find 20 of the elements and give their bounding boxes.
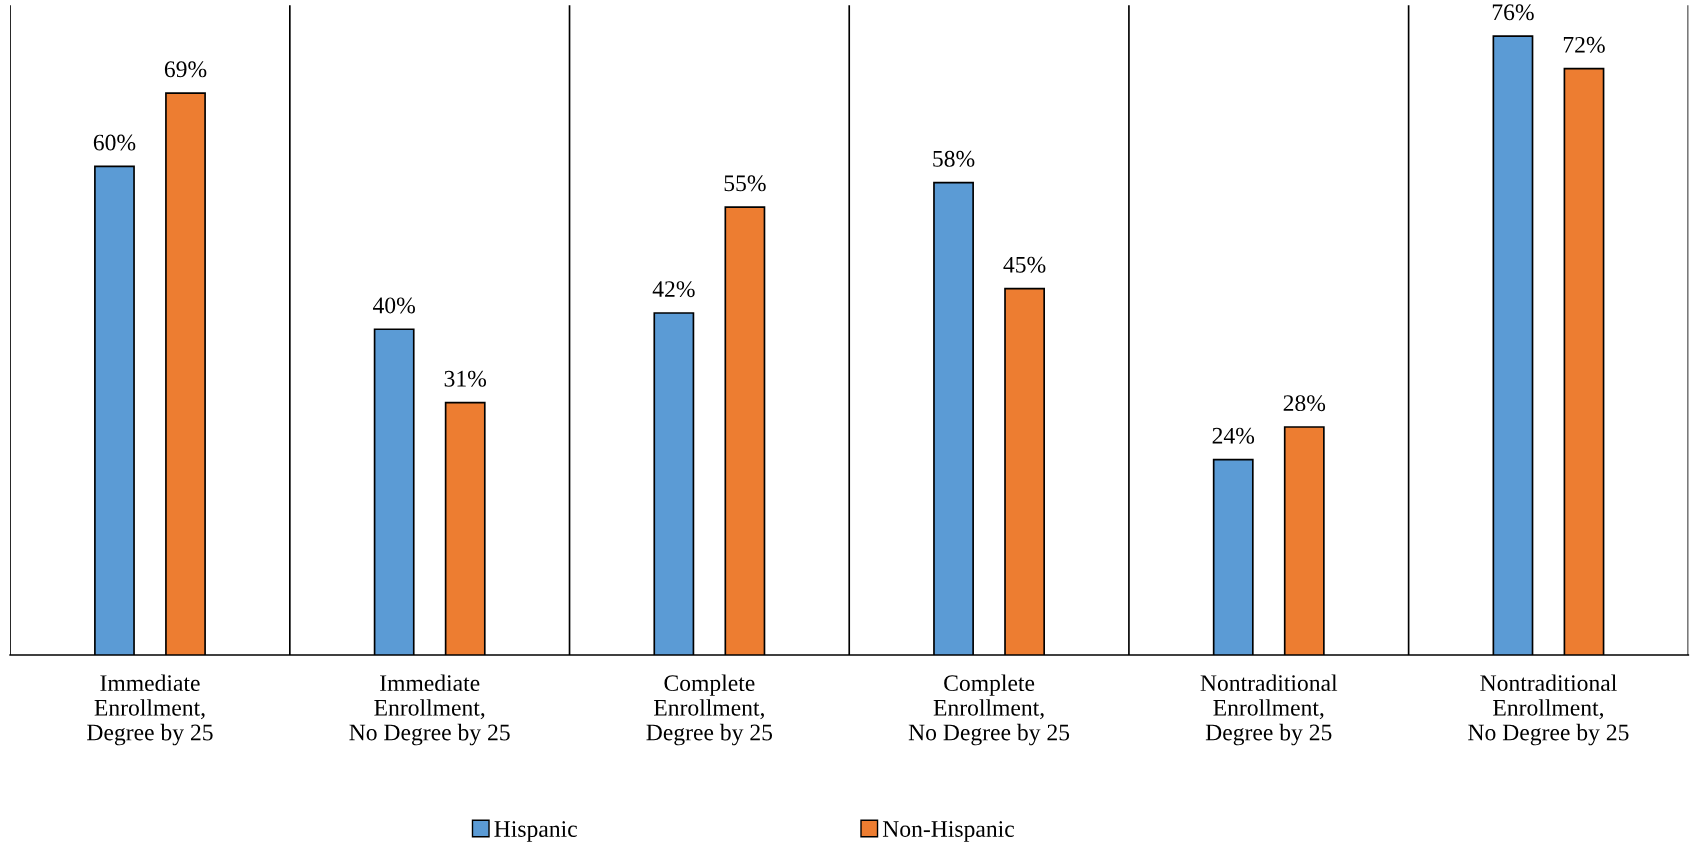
x-tick-label: Immediate Enrollment, No Degree by 25 (349, 674, 510, 746)
x-tick-label: Complete Enrollment, No Degree by 25 (908, 674, 1070, 746)
data-label: 40% (372, 297, 415, 314)
data-label: 24% (1212, 427, 1255, 444)
data-label: 28% (1283, 395, 1326, 412)
data-label: 31% (444, 370, 487, 387)
data-label: 42% (652, 281, 695, 298)
legend-label: Non-Hispanic (882, 821, 1014, 842)
x-tick-label: Nontraditional Enrollment, No Degree by 25 (1468, 674, 1629, 746)
x-tick-label: Immediate Enrollment, Degree by 25 (87, 674, 213, 746)
legend-label: Hispanic (494, 821, 577, 842)
data-label: 58% (933, 150, 975, 167)
data-label: 60% (93, 134, 136, 151)
data-label: 72% (1563, 36, 1605, 53)
data-label: 55% (724, 175, 766, 192)
data-label: 45% (1003, 256, 1046, 273)
data-label: 69% (164, 61, 207, 78)
x-tick-label: Complete Enrollment, Degree by 25 (646, 674, 773, 746)
data-label: 76% (1492, 4, 1534, 21)
x-tick-label: Nontraditional Enrollment, Degree by 25 (1200, 674, 1338, 746)
